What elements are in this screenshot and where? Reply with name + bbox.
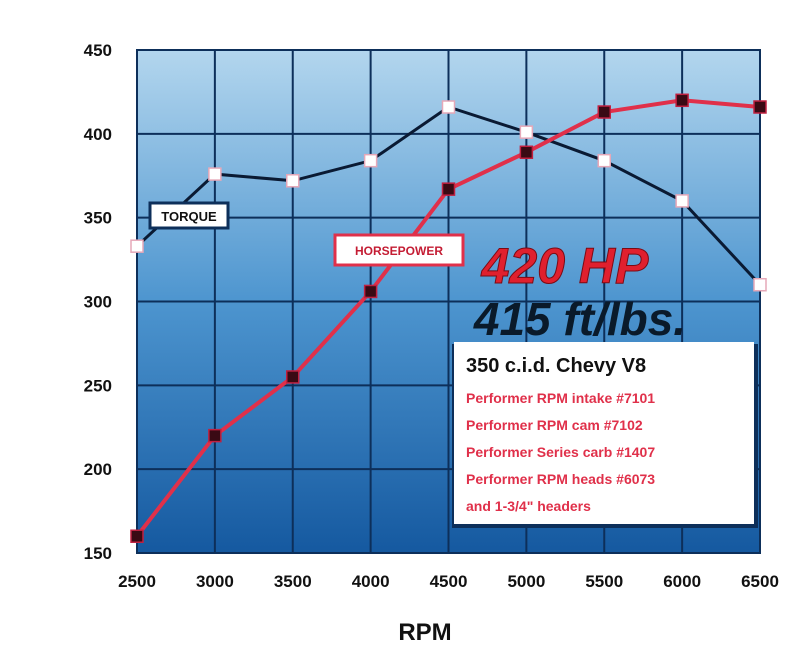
horsepower-point	[519, 145, 534, 160]
x-tick-label: 6500	[741, 572, 779, 591]
horsepower-point	[363, 284, 378, 299]
x-tick-label: 4500	[430, 572, 468, 591]
torque-label-text: TORQUE	[161, 209, 217, 224]
horsepower-point	[441, 182, 456, 196]
x-tick-label: 4000	[352, 572, 390, 591]
torque-point	[597, 153, 611, 168]
info-line: Performer RPM heads #6073	[466, 471, 655, 487]
x-tick-label: 3500	[274, 572, 312, 591]
x-axis-label: RPM	[398, 619, 451, 646]
info-line: and 1-3/4" headers	[466, 498, 591, 514]
y-tick-label: 400	[84, 125, 112, 144]
horsepower-point	[208, 428, 222, 443]
x-tick-label: 2500	[118, 572, 156, 591]
torque-point	[519, 125, 534, 139]
x-tick-label: 5000	[507, 572, 545, 591]
y-tick-label: 150	[84, 544, 112, 563]
torque-point	[441, 100, 456, 114]
torque-point	[363, 153, 378, 168]
y-tick-label: 450	[84, 41, 112, 60]
torque-point	[286, 174, 300, 188]
x-tick-label: 6000	[663, 572, 701, 591]
torque-point	[675, 194, 689, 208]
torque-label: TORQUE	[148, 201, 230, 230]
torque-point	[208, 167, 222, 181]
horsepower-point	[130, 529, 144, 543]
horsepower-label: HORSEPOWER	[333, 233, 465, 267]
y-tick-label: 200	[84, 460, 112, 479]
x-tick-label: 3000	[196, 572, 234, 591]
info-box-title: 350 c.i.d. Chevy V8	[466, 355, 646, 377]
horsepower-label-text: HORSEPOWER	[355, 244, 443, 258]
info-line: Performer Series carb #1407	[466, 444, 655, 460]
horsepower-point	[286, 370, 300, 384]
info-box: 350 c.i.d. Chevy V8 Performer RPM intake…	[452, 342, 758, 528]
x-tick-label: 5500	[585, 572, 623, 591]
horsepower-point	[753, 100, 767, 114]
peak-torque-annotation: 415 ft/lbs.	[473, 293, 686, 345]
y-tick-label: 350	[84, 209, 112, 228]
torque-point	[130, 239, 144, 253]
horsepower-point	[675, 93, 689, 108]
y-tick-label: 300	[84, 293, 112, 312]
y-tick-label: 250	[84, 376, 112, 395]
torque-point	[753, 277, 767, 292]
info-line: Performer RPM cam #7102	[466, 417, 643, 433]
info-line: Performer RPM intake #7101	[466, 390, 655, 406]
horsepower-point	[597, 105, 611, 119]
peak-hp-annotation: 420 HP	[481, 238, 649, 294]
